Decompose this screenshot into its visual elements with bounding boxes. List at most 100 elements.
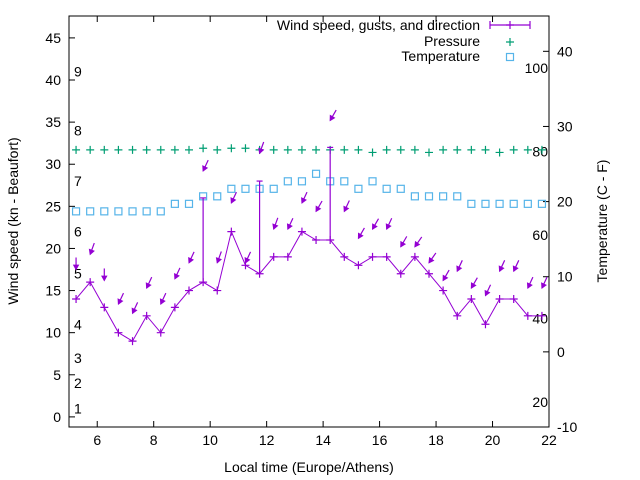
pressure-point [213,145,222,154]
x-tick-label: 6 [93,432,101,448]
beaufort-label: 7 [74,173,82,189]
wind-direction-arrowhead [385,223,392,231]
wind-speed-point [396,269,405,278]
wind-speed-point [481,320,490,329]
temperature-point [156,207,165,216]
temperature-point [424,192,434,201]
pressure-point [185,145,193,154]
legend-samples [489,21,531,62]
wind-speed-point [255,269,264,278]
wind-direction-arrowhead [372,223,378,230]
y-tick-label: 0 [53,409,61,425]
wind-direction-arrowhead [301,197,307,204]
temperature-point [481,199,490,208]
pressure-point [439,145,448,154]
pressure-point [199,144,208,153]
wind-speed-point [156,328,165,337]
wind-direction-arrowhead [470,282,477,289]
pressure-point [425,148,433,157]
pressure-point [453,145,462,154]
wind-direction-arrowhead [526,282,533,289]
pressure-point [72,145,81,154]
wind-direction-arrowhead [400,240,407,248]
x-axis-label: Local time (Europe/Athens) [224,459,394,475]
wind-speed-point [382,252,391,261]
legend-label-pressure: Pressure [424,33,480,49]
wind-speed-point [495,294,504,303]
legend-label-temperature: Temperature [401,48,480,64]
temperature-point [114,207,123,216]
wind-direction-arrowhead [188,256,195,264]
beaufort-label: 4 [74,316,82,332]
pressure-point [509,145,518,154]
pressure-point [297,145,306,154]
y-tick-label: 5 [53,367,61,383]
y2-tick-label: 20 [557,194,573,210]
wind-direction-arrowhead [101,275,108,282]
pressure-point [142,145,151,154]
temperature-point [537,199,547,208]
temperature-point [227,184,236,193]
x-tick-label: 20 [485,432,501,448]
wind-speed-point [340,252,349,261]
temperature-point [241,184,250,193]
wind-direction-arrowhead [145,282,152,289]
temperature-point [523,199,532,208]
y2-axis-label: Temperature (C - F) [594,160,610,283]
wind-speed-point [439,286,448,295]
pressure-point [481,145,490,154]
wind-direction-arrowhead [442,274,449,282]
wind-direction-arrowhead [343,205,350,213]
wind-speed-point [269,252,278,261]
pressure-point [368,148,377,157]
wind-direction-arrowhead [258,147,265,155]
fahrenheit-label: 20 [532,394,548,410]
y-axis-label: Wind speed (kn - Beaufort) [5,137,21,304]
temperature-point [368,177,377,186]
wind-direction-arrowhead [484,289,491,297]
fahrenheit-label: 60 [532,227,548,243]
pressure-point [114,145,123,154]
wind-direction-arrowhead [541,282,547,289]
temperature-point [86,207,95,216]
fahrenheit-label: 40 [532,310,548,326]
x-tick-label: 22 [541,432,557,448]
pressure-point [495,148,504,157]
temperature-point [297,177,307,186]
wind-direction-arrowhead [117,298,124,305]
pressure-point [283,145,292,154]
wind-direction-arrowhead [512,265,519,273]
wind-direction-arrowhead [272,223,279,231]
wind-direction-arrowhead [357,232,364,240]
pressure-point [396,145,405,154]
wind-direction-arrowhead [159,298,166,305]
temperature-point [382,184,391,193]
wind-direction-arrowhead [428,256,435,264]
wind-speed-point [199,278,208,287]
wind-speed-point [114,328,123,337]
pressure-point [523,145,532,154]
wind-direction-arrowhead [498,265,505,273]
wind-speed-point [326,236,335,245]
temperature-point [439,192,448,201]
y2-tick-label: -10 [557,419,577,435]
wind-direction-arrowhead [215,257,222,264]
temperature-point [142,207,151,216]
wind-speed-point [86,278,95,287]
x-tick-label: 12 [259,432,275,448]
pressure-point [269,145,278,154]
y2-tick-label: 30 [557,118,573,134]
pressure-point [382,145,391,154]
x-tick-label: 14 [315,432,331,448]
wind-direction-arrowhead [230,197,237,204]
pressure-point [354,145,363,154]
wind-direction-arrowhead [131,307,138,315]
wind-direction-arrowhead [174,272,180,280]
pressure-point [170,145,179,154]
wind-speed-point [425,269,433,278]
wind-speed-point [185,286,193,295]
y-tick-label: 10 [45,325,61,341]
beaufort-label: 6 [74,224,82,240]
wind-speed-point [213,286,222,295]
